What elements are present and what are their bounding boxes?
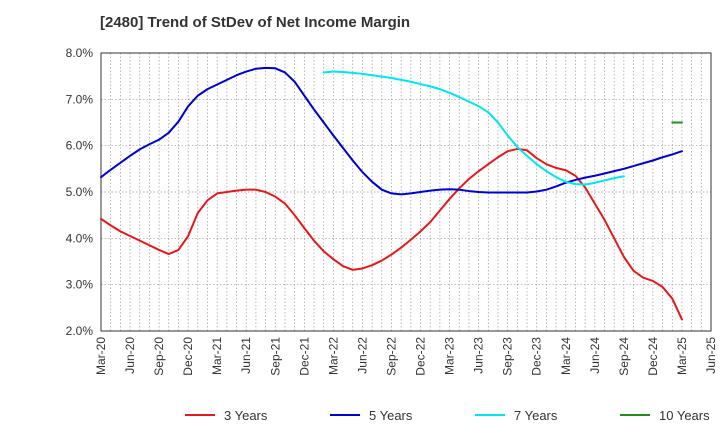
x-tick-label: Sep-22 [384, 337, 398, 376]
x-tick-label: Dec-23 [530, 337, 544, 376]
y-tick-label: 2.0% [66, 324, 94, 338]
x-tick-label: Mar-25 [675, 337, 689, 375]
legend-label-3-years: 3 Years [224, 408, 268, 423]
y-tick-label: 4.0% [66, 231, 94, 245]
x-tick-label: Jun-24 [588, 337, 602, 374]
x-tick-label: Jun-25 [704, 337, 718, 374]
x-tick-label: Jun-20 [123, 337, 137, 374]
x-tick-label: Mar-20 [94, 337, 108, 375]
plot-frame [100, 52, 712, 332]
x-tick-label: Sep-20 [152, 337, 166, 376]
y-tick-label: 5.0% [66, 185, 94, 199]
x-tick-label: Mar-22 [326, 337, 340, 375]
x-tick-label: Dec-21 [297, 337, 311, 376]
x-tick-label: Dec-22 [414, 337, 428, 376]
series-line-3-years [100, 147, 683, 321]
chart-title: [2480] Trend of StDev of Net Income Marg… [100, 14, 411, 31]
legend-label-5-years: 5 Years [369, 408, 413, 423]
y-tick-label: 8.0% [66, 46, 94, 60]
series-layer [100, 66, 683, 321]
legend-label-10-years: 10 Years [659, 408, 710, 423]
series-line-7-years [322, 70, 625, 186]
x-tick-label: Mar-23 [443, 337, 457, 375]
x-tick-label: Dec-24 [646, 337, 660, 376]
x-tick-label: Jun-22 [355, 337, 369, 374]
y-tick-label: 7.0% [66, 92, 94, 106]
x-tick-label: Sep-21 [268, 337, 282, 376]
x-tick-label: Dec-20 [181, 337, 195, 376]
y-tick-label: 6.0% [66, 139, 94, 153]
x-tick-label: Jun-23 [472, 337, 486, 374]
x-tick-label: Sep-23 [501, 337, 515, 376]
x-tick-label: Mar-24 [559, 337, 573, 375]
legend-label-7-years: 7 Years [514, 408, 558, 423]
x-tick-label: Mar-21 [210, 337, 224, 375]
grid-layer [101, 53, 711, 331]
axis-layer: 2.0% 3.0% 4.0% 5.0% 6.0% 7.0% 8.0% Mar-20 Jun-20… [66, 46, 718, 376]
x-tick-label: Sep-24 [617, 337, 631, 376]
legend: 3 Years 5 Years 7 Years 10 Years [185, 408, 710, 423]
y-tick-label: 3.0% [66, 278, 94, 292]
x-tick-label: Jun-21 [239, 337, 253, 374]
series-line-5-years [100, 66, 683, 196]
